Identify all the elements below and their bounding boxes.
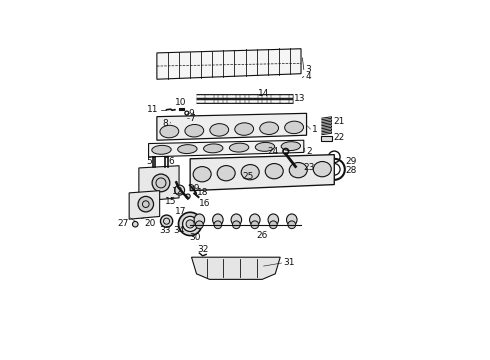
- Ellipse shape: [194, 214, 205, 226]
- Circle shape: [196, 221, 203, 229]
- Ellipse shape: [210, 123, 229, 136]
- Text: 17: 17: [175, 207, 186, 216]
- Text: 33: 33: [159, 226, 171, 235]
- Ellipse shape: [268, 214, 279, 226]
- Text: 15: 15: [165, 197, 176, 206]
- Ellipse shape: [255, 143, 275, 151]
- Text: 11: 11: [147, 105, 158, 114]
- Text: 16: 16: [198, 199, 210, 208]
- Ellipse shape: [285, 121, 303, 134]
- Ellipse shape: [287, 214, 297, 226]
- Ellipse shape: [241, 165, 259, 180]
- Ellipse shape: [281, 142, 300, 150]
- Text: 20: 20: [145, 219, 156, 228]
- Text: 18: 18: [197, 188, 209, 197]
- Text: 26: 26: [257, 230, 268, 239]
- Polygon shape: [190, 155, 334, 191]
- Circle shape: [214, 221, 222, 229]
- Text: 21: 21: [333, 117, 344, 126]
- Text: 10: 10: [175, 98, 186, 107]
- Polygon shape: [129, 191, 160, 219]
- Circle shape: [152, 174, 170, 192]
- Ellipse shape: [265, 163, 283, 179]
- Ellipse shape: [289, 162, 307, 178]
- Text: 4: 4: [305, 72, 311, 81]
- Text: 30: 30: [189, 233, 200, 242]
- Ellipse shape: [231, 214, 242, 226]
- Ellipse shape: [152, 145, 171, 154]
- Circle shape: [161, 215, 172, 227]
- Circle shape: [232, 221, 240, 229]
- Ellipse shape: [229, 143, 249, 152]
- Text: 29: 29: [345, 157, 357, 166]
- Text: 1: 1: [312, 125, 318, 134]
- Text: 31: 31: [283, 258, 294, 267]
- Ellipse shape: [260, 122, 278, 135]
- Ellipse shape: [235, 123, 254, 135]
- Circle shape: [138, 197, 153, 212]
- Polygon shape: [157, 113, 307, 140]
- Ellipse shape: [160, 125, 179, 138]
- Text: 2: 2: [307, 147, 312, 156]
- Text: 13: 13: [294, 94, 306, 103]
- Text: 5: 5: [146, 157, 152, 166]
- Circle shape: [270, 221, 277, 229]
- Circle shape: [186, 220, 194, 228]
- Polygon shape: [192, 257, 280, 279]
- Polygon shape: [157, 49, 301, 79]
- Ellipse shape: [203, 144, 223, 153]
- Text: 23: 23: [304, 163, 315, 172]
- Text: 25: 25: [243, 172, 254, 181]
- Ellipse shape: [185, 125, 204, 137]
- Text: 8: 8: [162, 118, 168, 127]
- Bar: [171, 120, 176, 125]
- Ellipse shape: [178, 145, 197, 153]
- Text: 32: 32: [198, 246, 209, 255]
- Ellipse shape: [313, 162, 331, 177]
- Circle shape: [186, 194, 190, 198]
- Text: 9: 9: [189, 109, 195, 118]
- Polygon shape: [148, 140, 304, 157]
- Text: 27: 27: [118, 219, 129, 228]
- Text: 3: 3: [305, 65, 311, 74]
- Ellipse shape: [193, 167, 211, 182]
- Polygon shape: [139, 166, 179, 201]
- Circle shape: [132, 221, 138, 227]
- Ellipse shape: [213, 214, 223, 226]
- Bar: [321, 136, 332, 141]
- Text: 7: 7: [189, 113, 195, 122]
- Circle shape: [178, 212, 202, 235]
- Text: 24: 24: [268, 147, 279, 156]
- Circle shape: [288, 221, 295, 229]
- Ellipse shape: [249, 214, 260, 226]
- Text: 12: 12: [172, 187, 183, 196]
- Text: 6: 6: [169, 157, 174, 166]
- Text: 28: 28: [345, 166, 357, 175]
- Text: 14: 14: [258, 89, 270, 98]
- Text: 22: 22: [333, 133, 344, 142]
- Ellipse shape: [217, 166, 235, 181]
- Circle shape: [183, 216, 197, 231]
- Circle shape: [251, 221, 259, 229]
- Text: 34: 34: [173, 226, 184, 235]
- Text: 19: 19: [189, 184, 200, 193]
- Circle shape: [174, 185, 185, 195]
